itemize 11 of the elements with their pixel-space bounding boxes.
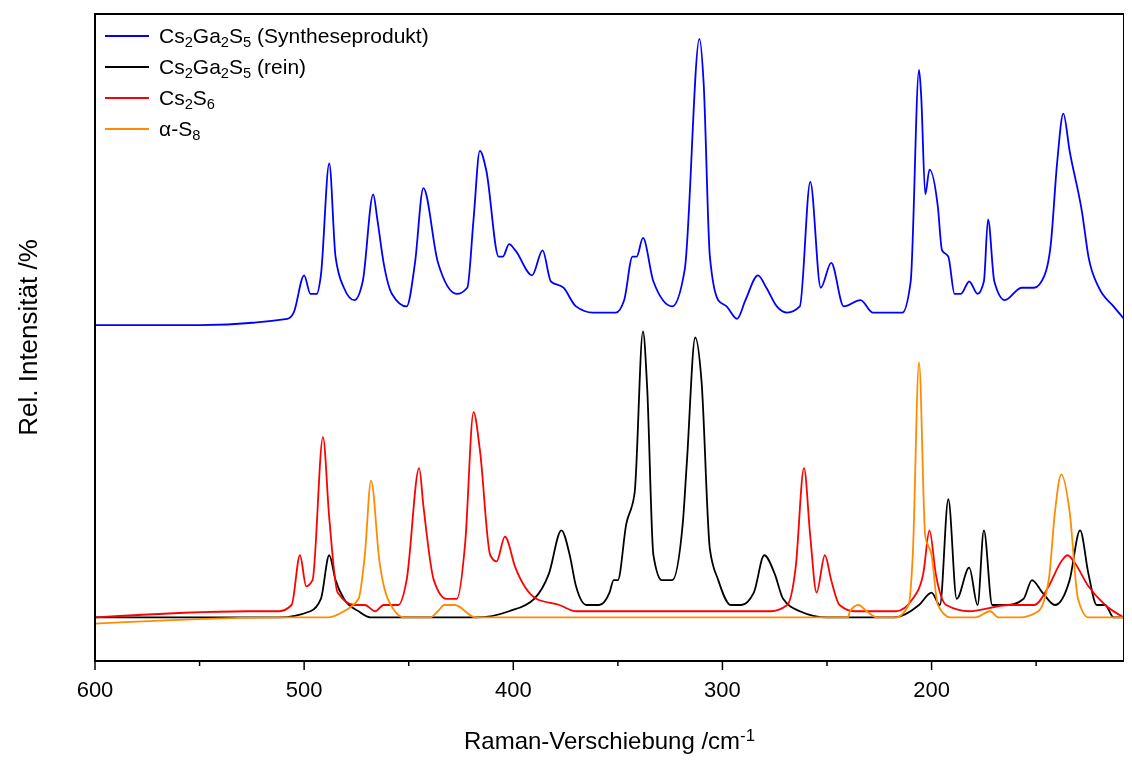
legend-label: Cs$_{2}$Ga$_{2}$S$_{5}$ (rein) bbox=[159, 55, 307, 82]
legend-label: Cs$_{2}$S$_{6}$ bbox=[159, 86, 216, 113]
legend-label: α-S$_{8}$ bbox=[159, 117, 201, 144]
y-axis-title: Rel. Intensität /% bbox=[13, 239, 43, 436]
x-axis-title: Raman-Verschiebung /cm$^{-1}$ bbox=[463, 726, 756, 754]
x-tick-label: 200 bbox=[913, 677, 950, 702]
x-tick-label: 400 bbox=[494, 677, 532, 702]
legend-label: Cs$_{2}$Ga$_{2}$S$_{5}$ (Syntheseprodukt) bbox=[159, 24, 429, 51]
x-tick-label: 600 bbox=[76, 677, 114, 702]
x-tick-label: 500 bbox=[285, 677, 323, 702]
x-tick-label: 300 bbox=[704, 677, 741, 702]
